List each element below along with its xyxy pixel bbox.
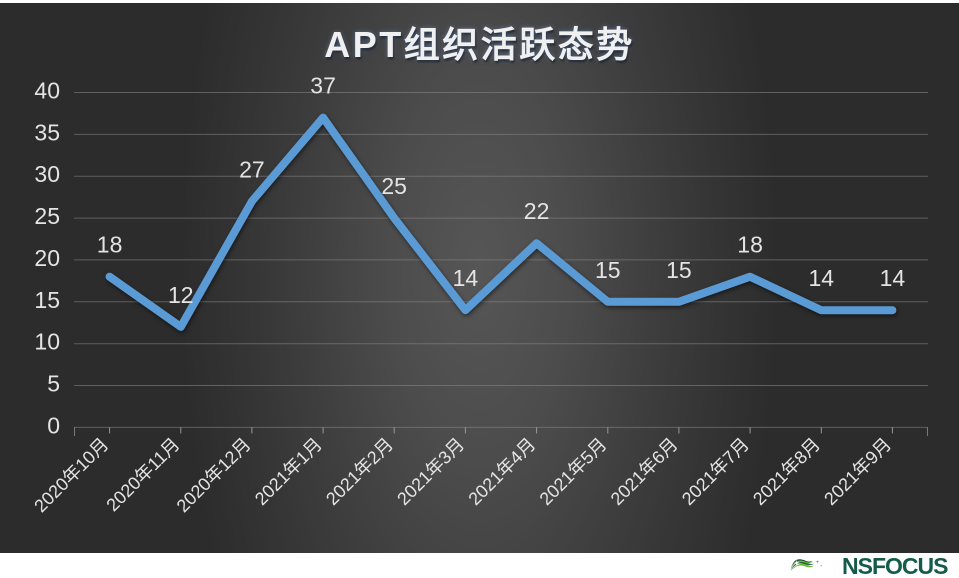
svg-text:12: 12 (168, 282, 194, 308)
svg-text:0: 0 (47, 412, 60, 438)
svg-text:35: 35 (34, 119, 60, 145)
svg-text:2020年12月: 2020年12月 (173, 434, 255, 516)
svg-text:14: 14 (453, 265, 479, 291)
svg-text:2021年5月: 2021年5月 (536, 434, 611, 509)
svg-text:2021年6月: 2021年6月 (607, 434, 682, 509)
svg-text:2021年4月: 2021年4月 (464, 434, 539, 509)
svg-text:20: 20 (34, 245, 60, 271)
svg-text:27: 27 (239, 156, 265, 182)
svg-text:30: 30 (34, 161, 60, 187)
svg-text:18: 18 (737, 232, 763, 258)
svg-text:14: 14 (880, 265, 906, 291)
svg-text:25: 25 (34, 203, 60, 229)
svg-text:15: 15 (595, 257, 621, 283)
svg-text:2021年8月: 2021年8月 (749, 434, 824, 509)
svg-text:2021年7月: 2021年7月 (678, 434, 753, 509)
svg-text:2021年2月: 2021年2月 (322, 434, 397, 509)
svg-text:2020年11月: 2020年11月 (102, 434, 183, 515)
svg-text:15: 15 (34, 287, 60, 313)
svg-text:14: 14 (809, 265, 835, 291)
svg-text:25: 25 (381, 173, 407, 199)
svg-text:15: 15 (666, 257, 692, 283)
svg-text:18: 18 (97, 232, 123, 258)
svg-text:2020年10月: 2020年10月 (30, 434, 112, 516)
svg-text:5: 5 (47, 371, 60, 397)
svg-text:2021年3月: 2021年3月 (393, 434, 468, 509)
svg-text:22: 22 (524, 198, 550, 224)
svg-text:10: 10 (34, 329, 60, 355)
svg-text:37: 37 (310, 73, 336, 99)
svg-text:2021年1月: 2021年1月 (251, 434, 326, 509)
svg-text:40: 40 (34, 78, 60, 104)
svg-text:2021年9月: 2021年9月 (820, 434, 895, 509)
